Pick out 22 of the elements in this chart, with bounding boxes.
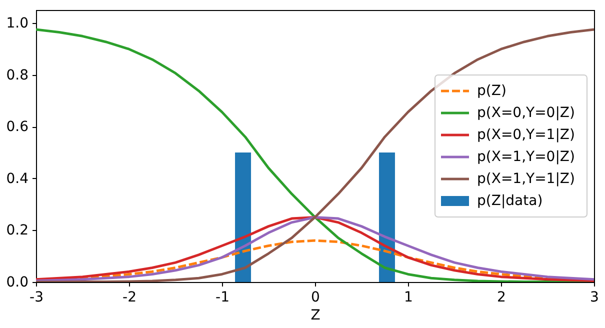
- legend-label: p(X=1,Y=0|Z): [477, 149, 575, 165]
- y-tick-label: 0.6: [6, 119, 29, 136]
- x-tick-label: 3: [590, 290, 599, 306]
- x-tick-label: 0: [311, 290, 320, 306]
- x-tick-label: 2: [497, 290, 506, 306]
- x-tick-label: -2: [122, 290, 136, 306]
- y-tick-label: 0.4: [6, 170, 29, 187]
- x-tick-label: -3: [30, 290, 44, 306]
- line-series: [36, 28, 594, 282]
- x-axis-title: Z: [310, 308, 320, 324]
- y-tick-label: 0.8: [6, 67, 28, 84]
- line-series: [36, 216, 594, 282]
- y-tick-label: 0.0: [6, 274, 28, 290]
- x-tick-label: -1: [216, 290, 230, 306]
- y-tick-label: 1.0: [6, 15, 28, 32]
- legend-label: p(X=0,Y=0|Z): [477, 105, 575, 121]
- legend-label: p(X=1,Y=1|Z): [477, 171, 575, 187]
- legend-label: p(Z|data): [477, 193, 543, 209]
- legend-label: p(Z): [477, 83, 506, 99]
- y-tick-label: 0.2: [6, 222, 28, 239]
- legend-label: p(X=0,Y=1|Z): [477, 127, 575, 143]
- x-tick-label: 1: [404, 290, 413, 306]
